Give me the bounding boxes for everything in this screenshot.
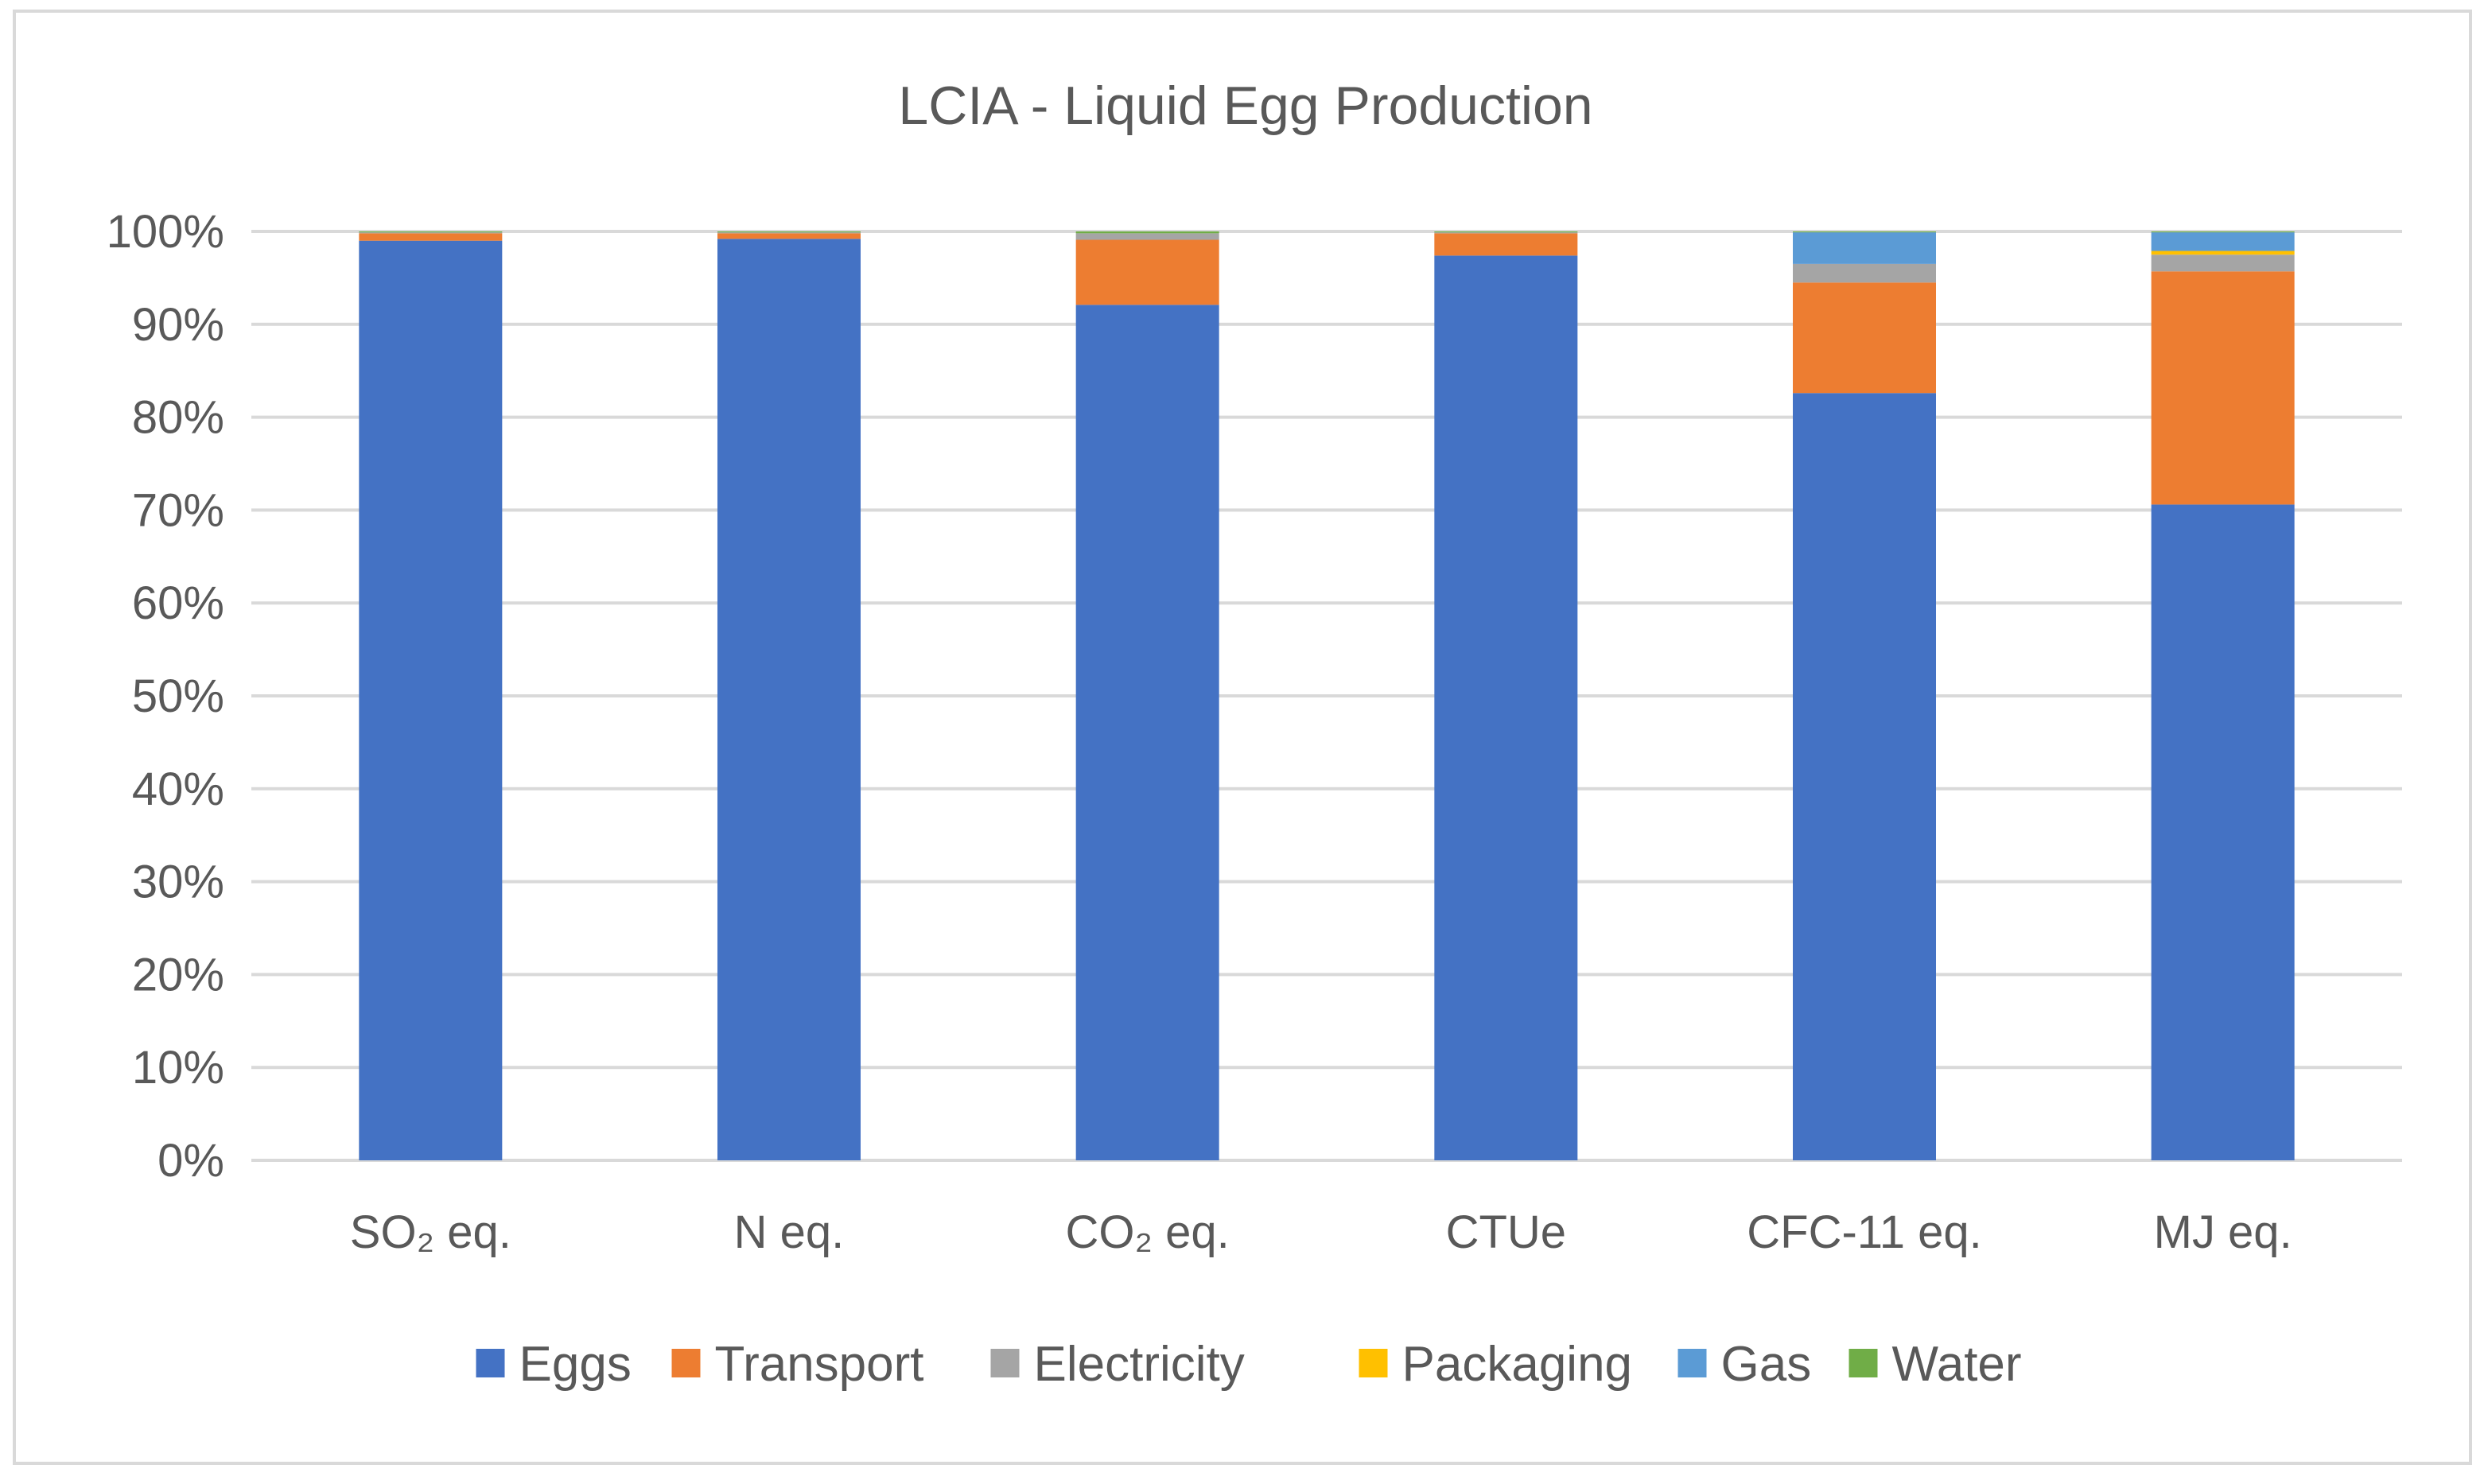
x-tick-label: CFC-11 eq. <box>1747 1206 1981 1258</box>
y-tick-label: 50% <box>132 670 224 722</box>
legend: Eggs Transport Electricity Packaging Gas Wate… <box>476 1337 2022 1392</box>
x-tick-label: MJ eq. <box>2154 1206 2292 1258</box>
y-tick-label: 70% <box>132 484 224 536</box>
x-tick-label: N eq. <box>734 1206 845 1258</box>
legend-label-packaging: Packaging <box>1402 1337 1633 1392</box>
bar-segment-electricity <box>1793 263 1936 283</box>
legend-swatch-eggs <box>476 1349 505 1377</box>
bar-segment-eggs <box>1793 393 1936 1160</box>
bar-segment-electricity <box>359 232 503 234</box>
gridlines <box>251 230 2402 1162</box>
y-tick-label: 100% <box>107 206 224 258</box>
bar-segment-eggs <box>1434 255 1578 1160</box>
chart-area: LCIA - Liquid Egg Production 0% 10% 20% 30%… <box>13 10 2472 1465</box>
bar-segment-transport <box>2151 271 2295 505</box>
bar-segment-transport <box>1434 233 1578 256</box>
legend-swatch-transport <box>671 1349 701 1377</box>
bar-segment-water <box>2151 231 2295 233</box>
y-tick-label: 20% <box>132 949 224 1000</box>
y-tick-label: 80% <box>132 392 224 444</box>
bar-segment-water <box>1075 231 1219 234</box>
bar-segment-water <box>1434 231 1578 233</box>
bar-segment-electricity <box>2151 254 2295 272</box>
bar-segment-transport <box>1075 239 1219 305</box>
chart-title: LCIA - Liquid Egg Production <box>898 76 1592 136</box>
bar-segment-eggs <box>2151 504 2295 1160</box>
bar-segment-eggs <box>359 240 503 1161</box>
x-tick-label: SO₂ eq. <box>350 1206 511 1258</box>
y-tick-label: 90% <box>132 299 224 351</box>
y-tick-label: 0% <box>157 1135 224 1187</box>
x-tick-label: CO₂ eq. <box>1066 1206 1230 1258</box>
bar-segment-transport <box>717 233 861 239</box>
bars <box>359 231 2295 1161</box>
legend-swatch-electricity <box>990 1349 1020 1377</box>
legend-label-water: Water <box>1892 1337 2022 1392</box>
y-tick-label: 60% <box>132 577 224 629</box>
legend-swatch-gas <box>1677 1349 1707 1377</box>
legend-label-electricity: Electricity <box>1034 1337 1245 1392</box>
y-tick-label: 30% <box>132 857 224 908</box>
legend-label-gas: Gas <box>1721 1337 1812 1392</box>
bar-segment-water <box>1793 231 1936 233</box>
bar-segment-eggs <box>1075 305 1219 1161</box>
bar-segment-water <box>359 231 503 233</box>
bar-segment-eggs <box>717 239 861 1160</box>
bar-segment-electricity <box>717 232 861 234</box>
x-tick-label: CTUe <box>1446 1206 1566 1258</box>
y-axis-ticks: 0% 10% 20% 30% 40% 50% 60% 70% 80% 90% 100% <box>107 206 224 1187</box>
legend-swatch-water <box>1849 1349 1878 1377</box>
bar-segment-transport <box>1793 282 1936 394</box>
stacked-bar-chart: LCIA - Liquid Egg Production 0% 10% 20% 30%… <box>107 76 2402 1392</box>
legend-label-transport: Transport <box>715 1337 924 1392</box>
y-tick-label: 40% <box>132 763 224 815</box>
y-tick-label: 10% <box>132 1042 224 1094</box>
bar-segment-water <box>717 231 861 233</box>
x-axis-ticks: SO₂ eq. N eq. CO₂ eq. CTUe CFC-11 eq. MJ eq. <box>350 1206 2292 1258</box>
bar-segment-gas <box>2151 232 2295 251</box>
legend-swatch-packaging <box>1359 1349 1388 1377</box>
bar-segment-electricity <box>1075 233 1219 240</box>
bar-segment-gas <box>1793 232 1936 264</box>
legend-label-eggs: Eggs <box>519 1337 632 1392</box>
bar-segment-transport <box>359 233 503 241</box>
bar-segment-electricity <box>1434 232 1578 234</box>
bar-segment-packaging <box>2151 251 2295 255</box>
